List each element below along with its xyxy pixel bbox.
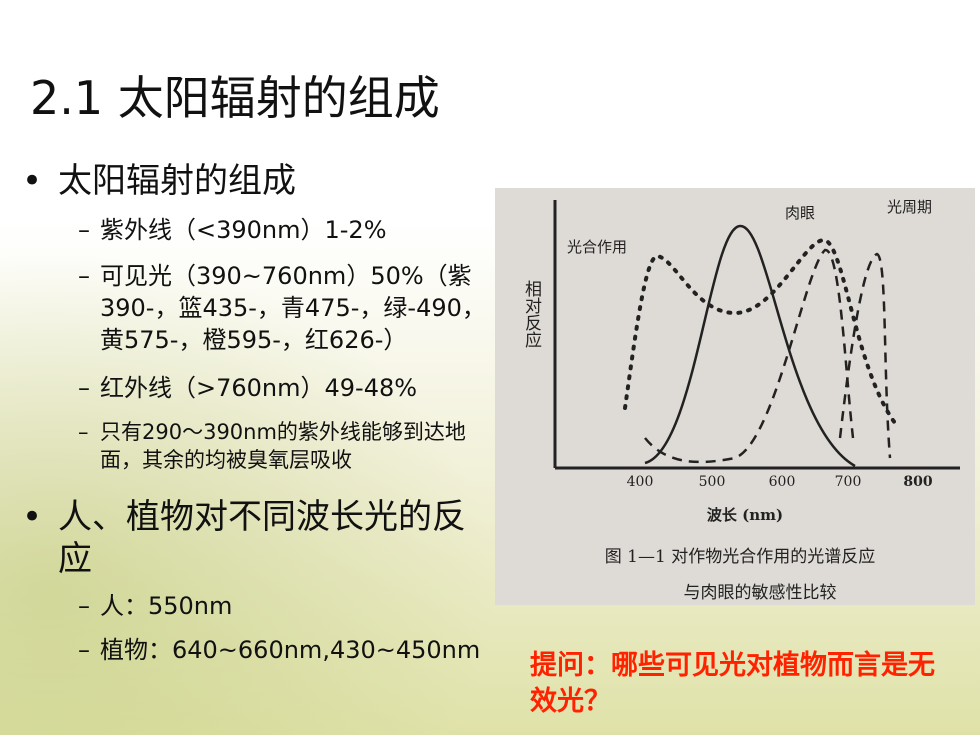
- x-tick-label: 500: [699, 474, 726, 490]
- slide-title: 2.1 太阳辐射的组成: [30, 71, 440, 125]
- eye-curve: [644, 224, 856, 468]
- sub-item: 紫外线（<390nm）1-2%: [78, 214, 490, 246]
- dashed-curve: [644, 248, 855, 464]
- bullet: 太阳辐射的组成: [22, 160, 488, 202]
- sub-item: 植物：640~660nm,430~450nm: [78, 634, 520, 666]
- curve-label: 肉眼: [785, 204, 815, 222]
- sub-item: 可见光（390~760nm）50%（紫390-，篮435-，青475-，绿-49…: [78, 260, 490, 356]
- sub-item: 只有290～390nm的紫外线能够到达地面，其余的均被臭氧层吸收: [78, 418, 480, 474]
- caption: 与肉眼的敏感性比较: [684, 583, 837, 603]
- x-label: 波长 (nm): [707, 506, 783, 524]
- x-tick-label: 800: [903, 474, 932, 490]
- x-tick-label: 400: [627, 474, 654, 490]
- curve-label: 光周期: [887, 198, 932, 216]
- figure: 肉眼 光周期 光合作用 相对反应 400 500 600 700 800 波长 …: [495, 188, 975, 605]
- y-label: 相对反应: [521, 280, 542, 348]
- sub-item: 人：550nm: [78, 590, 490, 622]
- photoperiod-curve: [838, 252, 892, 459]
- question: 提问：哪些可见光对植物而言是无效光？: [530, 650, 935, 717]
- curve-label: 光合作用: [567, 238, 627, 256]
- x-tick-label: 600: [769, 474, 796, 490]
- bullet: 人、植物对不同波长光的反应: [22, 496, 478, 580]
- caption: 图 1—1 对作物光合作用的光谱反应: [605, 547, 875, 567]
- x-tick-label: 700: [835, 474, 862, 490]
- photosynthesis-curve: [623, 238, 897, 425]
- sub-item: 红外线（>760nm）49-48%: [78, 372, 490, 404]
